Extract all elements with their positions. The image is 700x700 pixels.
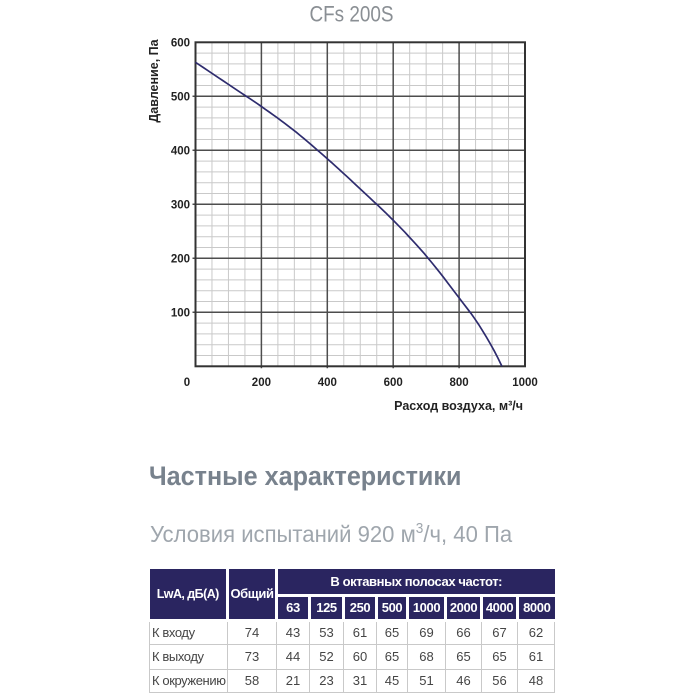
svg-text:500: 500 [171,91,190,103]
svg-text:0: 0 [184,377,190,389]
svg-text:800: 800 [450,377,469,389]
svg-text:200: 200 [171,253,190,265]
svg-text:Расход воздуха, м³/ч: Расход воздуха, м³/ч [394,399,523,413]
svg-text:Давление, Па: Давление, Па [147,38,161,122]
svg-text:CFs 200S: CFs 200S [309,2,393,27]
svg-text:600: 600 [384,377,403,389]
svg-text:200: 200 [252,377,271,389]
svg-text:400: 400 [171,145,190,157]
svg-text:100: 100 [171,307,190,319]
svg-text:300: 300 [171,199,190,211]
svg-text:600: 600 [171,37,190,49]
svg-text:400: 400 [318,377,337,389]
svg-text:1000: 1000 [512,377,538,389]
